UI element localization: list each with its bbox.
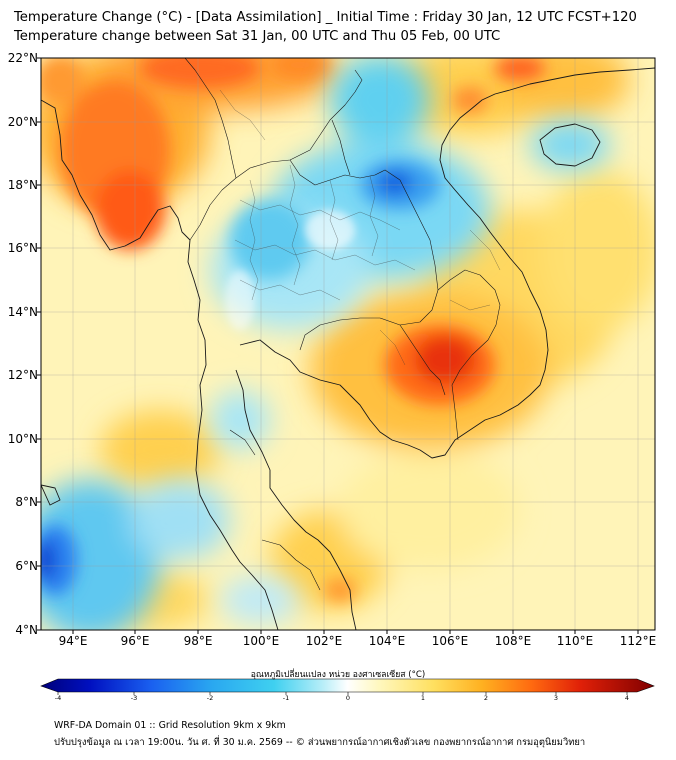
chart-title: Temperature Change (°C) - [Data Assimila… (14, 10, 637, 25)
coastlines (41, 67, 655, 630)
lat-label-10: 10°N (7, 432, 38, 446)
lat-label-22: 22°N (7, 51, 38, 65)
lon-label-102: 102°E (305, 634, 343, 648)
lon-label-112: 112°E (619, 634, 657, 648)
colorbar-tick-label: 2 (483, 694, 489, 702)
model-info: WRF-DA Domain 01 :: Grid Resolution 9km … (54, 720, 286, 731)
colorbar-ticks (57, 692, 628, 695)
graticule (41, 58, 655, 630)
tick-marks (37, 57, 639, 634)
lon-label-104: 104°E (368, 634, 406, 648)
lon-label-100: 100°E (242, 634, 280, 648)
colorbar-tick-label: 1 (420, 694, 426, 702)
lon-label-110: 110°E (556, 634, 594, 648)
colorbar-tick-label: -4 (54, 694, 62, 702)
province-lines (219, 89, 501, 366)
lat-label-14: 14°N (7, 305, 38, 319)
lon-label-108: 108°E (494, 634, 532, 648)
chart-subtitle: Temperature change between Sat 31 Jan, 0… (14, 29, 501, 44)
lon-label-96: 96°E (120, 634, 150, 648)
lat-label-20: 20°N (7, 115, 38, 129)
borders (184, 58, 501, 591)
lat-label-12: 12°N (7, 368, 38, 382)
lat-label-8: 8°N (15, 495, 38, 509)
lat-label-6: 6°N (15, 559, 38, 573)
colorbar-tick-label: -3 (130, 694, 138, 702)
credit-line: ปรับปรุงข้อมูล ณ เวลา 19:00น. วัน ศ. ที่… (54, 737, 586, 748)
warm-areas (41, 58, 655, 630)
colorbar-tick-label: 0 (345, 694, 351, 702)
colorbar-tick-label: -2 (206, 694, 214, 702)
colorbar-tick-label: -1 (282, 694, 290, 702)
colorbar-title: อุณหภูมิเปลี่ยนแปลง หน่วย องศาเซลเซียส (… (250, 670, 426, 680)
colorbar-tick-label: 4 (624, 694, 630, 702)
lon-label-106: 106°E (431, 634, 469, 648)
lon-label-98: 98°E (183, 634, 213, 648)
lon-label-94: 94°E (58, 634, 88, 648)
temperature-field (41, 58, 655, 630)
lat-label-16: 16°N (7, 241, 38, 255)
map-frame (40, 57, 656, 631)
lat-label-18: 18°N (7, 178, 38, 192)
colorbar-tick-label: 3 (553, 694, 559, 702)
lat-label-4: 4°N (15, 623, 38, 637)
